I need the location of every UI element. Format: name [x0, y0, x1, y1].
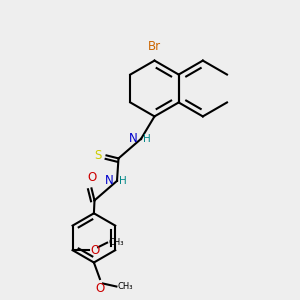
Text: N: N [105, 174, 114, 188]
Text: H: H [142, 134, 150, 144]
Text: S: S [94, 149, 102, 162]
Text: CH₃: CH₃ [118, 282, 134, 291]
Text: O: O [91, 244, 100, 257]
Text: Br: Br [148, 40, 161, 53]
Text: H: H [118, 176, 126, 186]
Text: N: N [129, 132, 138, 146]
Text: O: O [87, 171, 96, 184]
Text: O: O [95, 282, 104, 295]
Text: CH₃: CH₃ [109, 238, 124, 247]
